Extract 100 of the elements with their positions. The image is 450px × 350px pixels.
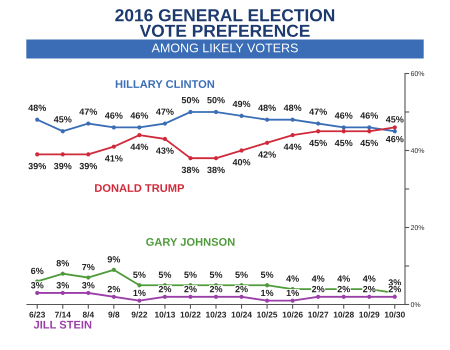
point: [60, 152, 65, 156]
x-tick-label: 10/25: [257, 311, 278, 318]
data-label: 2%: [210, 286, 222, 292]
point: [86, 152, 90, 156]
point: [239, 294, 244, 299]
data-label: 8%: [56, 260, 70, 266]
x-tick-label: 10/22: [180, 311, 201, 318]
data-label: 47%: [309, 108, 327, 115]
data-label: 5%: [260, 272, 274, 278]
point: [290, 118, 295, 122]
data-label: 2%: [158, 286, 172, 292]
data-label: 2%: [388, 286, 402, 292]
point: [392, 129, 397, 134]
x-tick-label: 7/14: [55, 311, 71, 318]
x-tick-label: 10/24: [232, 311, 252, 318]
data-label: 41%: [104, 155, 123, 162]
data-label: 42%: [258, 151, 276, 158]
point: [137, 133, 142, 138]
data-label: 45%: [54, 116, 72, 123]
data-label: 5%: [184, 272, 197, 278]
data-label: 38%: [207, 166, 225, 174]
data-label: 45%: [334, 140, 352, 146]
data-label: 46%: [360, 112, 378, 119]
data-label: 5%: [210, 272, 222, 278]
point: [86, 290, 90, 296]
data-label: 45%: [309, 140, 327, 146]
data-label: 2%: [235, 286, 248, 292]
x-tick-label: 8/4: [82, 311, 94, 318]
point: [264, 283, 270, 288]
point: [112, 294, 116, 299]
data-label: 39%: [79, 162, 98, 170]
point: [60, 272, 65, 276]
point: [162, 121, 168, 126]
point: [35, 152, 40, 156]
data-label: 1%: [133, 290, 146, 296]
point: [162, 136, 168, 142]
x-tick-label: 10/28: [334, 311, 354, 318]
point: [342, 129, 346, 134]
point: [290, 298, 295, 303]
data-label: 4%: [362, 275, 376, 282]
point: [392, 294, 397, 299]
data-label: 38%: [182, 166, 200, 174]
point: [137, 125, 142, 130]
point: [60, 290, 65, 296]
point: [367, 125, 372, 130]
point: [214, 156, 218, 160]
point: [162, 294, 168, 299]
data-label: 1%: [261, 290, 274, 296]
data-label: 2%: [363, 286, 376, 292]
point: [86, 275, 90, 280]
data-label: 47%: [156, 108, 174, 115]
data-label: 5%: [133, 272, 146, 278]
data-label: 3%: [30, 282, 44, 288]
data-label: 9%: [108, 256, 120, 263]
x-tick-label: 10/13: [155, 311, 176, 318]
point: [35, 290, 40, 296]
data-label: 40%: [232, 159, 250, 166]
data-label: 50%: [182, 96, 200, 104]
point: [264, 298, 270, 303]
point: [316, 121, 320, 126]
point: [342, 294, 346, 299]
x-tick-label: 10/30: [384, 311, 405, 318]
point: [290, 133, 295, 138]
data-label: 46%: [334, 112, 352, 119]
data-label: 50%: [207, 96, 225, 104]
data-label: 46%: [130, 112, 148, 119]
data-label: 4%: [337, 275, 350, 282]
data-label: 46%: [104, 112, 123, 119]
data-label: 49%: [232, 100, 250, 108]
x-tick-label: 9/8: [108, 311, 120, 318]
point: [188, 156, 193, 160]
point: [35, 118, 40, 122]
data-label: 48%: [284, 104, 302, 112]
text: DONALD TRUMP: [95, 184, 184, 192]
data-label: 44%: [130, 144, 148, 150]
data-label: 39%: [54, 162, 72, 170]
point: [342, 125, 346, 130]
data-label: 46%: [386, 136, 404, 142]
data-label: 48%: [28, 104, 46, 112]
point: [264, 140, 270, 145]
point: [316, 129, 320, 134]
point: [316, 294, 320, 299]
data-label: 1%: [286, 290, 299, 296]
chart-subtitle: AMONG LIKELY VOTERS: [152, 44, 298, 52]
data-label: 45%: [386, 116, 404, 123]
x-tick-label: 10/27: [308, 311, 328, 318]
data-label: 44%: [284, 144, 302, 150]
point: [188, 294, 193, 299]
data-label: 3%: [388, 279, 402, 286]
point: [112, 125, 116, 130]
data-label: 45%: [360, 140, 378, 146]
point: [239, 114, 244, 118]
data-label: 7%: [82, 264, 95, 270]
data-label: 5%: [235, 272, 248, 278]
data-label: 39%: [28, 162, 46, 170]
data-label: 3%: [82, 282, 95, 288]
point: [137, 298, 142, 303]
point: [188, 110, 193, 114]
text: JILL STEIN: [34, 320, 92, 329]
text: GARY JOHNSON: [146, 238, 234, 246]
